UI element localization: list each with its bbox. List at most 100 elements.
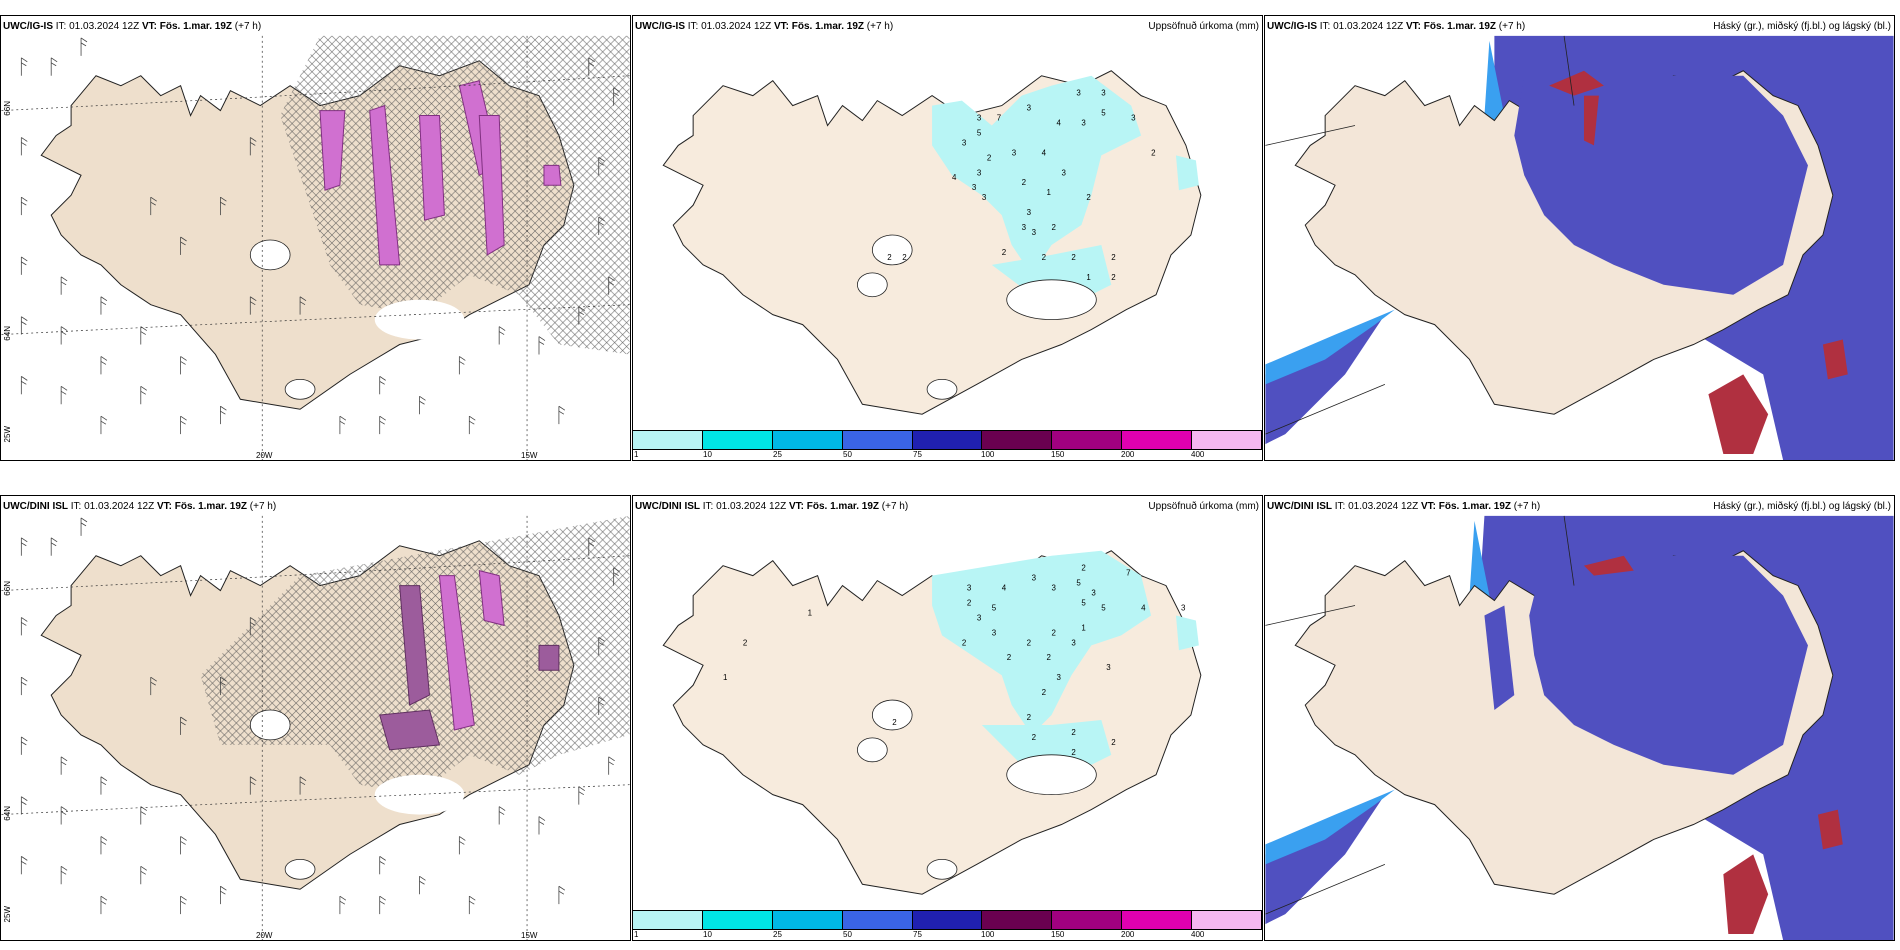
lon-label-25: 25W — [3, 906, 12, 923]
high-cloud-area — [1817, 809, 1843, 850]
svg-text:3: 3 — [1027, 104, 1032, 113]
svg-text:1: 1 — [723, 673, 728, 682]
cloud-title: Háský (gr.), miðský (fj.bl.) og lágský (… — [1713, 21, 1891, 32]
svg-text:2: 2 — [1071, 253, 1076, 262]
precip-area — [932, 75, 1142, 275]
svg-text:7: 7 — [997, 114, 1002, 123]
lat-label-64: 64N — [3, 326, 12, 341]
svg-text:5: 5 — [992, 603, 997, 612]
precip-panel-top: UWC/IG-IS IT: 01.03.2024 12Z VT: Fös. 1.… — [632, 15, 1263, 461]
svg-text:2: 2 — [887, 253, 892, 262]
svg-text:4: 4 — [952, 173, 957, 182]
high-cloud-area — [1822, 339, 1848, 380]
lat-label-66: 66N — [3, 581, 12, 596]
svg-text:2: 2 — [1052, 223, 1057, 232]
colorbar-labels: 1 10 25 50 75 100 150 200 400 — [634, 450, 1205, 459]
precip-map: 3 2 4 3 5 3 3 2 1 2 1 2 3 2 2 5 3 5 2 3 … — [662, 550, 1202, 895]
svg-text:2: 2 — [1047, 653, 1052, 662]
lon-label-20: 20W — [256, 931, 273, 940]
lon-label-25: 25W — [3, 426, 12, 443]
vv-streak — [478, 115, 505, 256]
mid-cloud-area — [1265, 794, 1385, 925]
wind-panel-top: UWC/IG-IS IT: 01.03.2024 12Z VT: Fös. 1.… — [0, 15, 631, 461]
svg-text:4: 4 — [1141, 603, 1146, 612]
svg-text:2: 2 — [1086, 193, 1091, 202]
low-cloud-edge — [1265, 789, 1395, 865]
svg-text:2: 2 — [1042, 688, 1047, 697]
panel-header: UWC/IG-IS IT: 01.03.2024 12Z VT: Fös. 1.… — [635, 21, 894, 32]
svg-text:3: 3 — [1061, 168, 1066, 177]
colorbar — [633, 910, 1262, 930]
svg-text:2: 2 — [1052, 628, 1057, 637]
svg-text:2: 2 — [892, 718, 897, 727]
svg-text:2: 2 — [902, 253, 907, 262]
svg-text:3: 3 — [977, 168, 982, 177]
vv-streak — [538, 644, 560, 671]
svg-text:2: 2 — [1081, 564, 1086, 573]
wind-panel-bottom: UWC/DINI ISL IT: 01.03.2024 12Z VT: Fös.… — [0, 495, 631, 941]
high-cloud-area — [1549, 70, 1604, 96]
cloud-map — [1265, 496, 1894, 940]
svg-text:1: 1 — [1081, 623, 1086, 632]
svg-text:3: 3 — [1131, 114, 1136, 123]
lat-label-64: 64N — [3, 806, 12, 821]
vv-streak — [379, 709, 441, 751]
cloud-panel-top: UWC/IG-IS IT: 01.03.2024 12Z VT: Fös. 1.… — [1264, 15, 1895, 461]
precip-title: Uppsöfnuð úrkoma (mm) — [1148, 21, 1259, 32]
svg-text:5: 5 — [1081, 599, 1086, 608]
svg-text:5: 5 — [1101, 109, 1106, 118]
colorbar-labels: 1 10 25 50 75 100 150 200 400 — [634, 930, 1205, 939]
svg-text:2: 2 — [1027, 638, 1032, 647]
svg-text:2: 2 — [1022, 178, 1027, 187]
svg-text:2: 2 — [1111, 738, 1116, 747]
svg-text:3: 3 — [1032, 574, 1037, 583]
panel-header: UWC/DINI ISL IT: 01.03.2024 12Z VT: Fös.… — [1267, 501, 1541, 512]
precip-panel-bottom: UWC/DINI ISL IT: 01.03.2024 12Z VT: Fös.… — [632, 495, 1263, 941]
precip-area — [1175, 155, 1199, 191]
precip-value-labels: 3 2 4 3 5 3 3 2 1 2 1 2 3 2 2 5 3 5 2 3 … — [723, 564, 1186, 757]
svg-text:3: 3 — [1091, 589, 1096, 598]
svg-text:7: 7 — [1126, 569, 1131, 578]
precip-value-labels: 3 5 7 3 4 3 3 2 3 4 3 5 3 3 3 2 3 4 3 3 … — [887, 89, 1156, 282]
hatched-area — [280, 35, 630, 355]
precip-area — [1175, 615, 1199, 651]
svg-text:3: 3 — [1101, 89, 1106, 98]
svg-text:2: 2 — [1032, 733, 1037, 742]
svg-text:3: 3 — [977, 114, 982, 123]
mid-cloud-over-land — [1529, 555, 1808, 775]
svg-text:3: 3 — [1022, 223, 1027, 232]
vv-streak — [369, 104, 401, 266]
high-cloud-area — [1583, 555, 1634, 576]
high-cloud-area — [1583, 95, 1599, 146]
svg-text:2: 2 — [1042, 253, 1047, 262]
cloud-panel-bottom: UWC/DINI ISL IT: 01.03.2024 12Z VT: Fös.… — [1264, 495, 1895, 941]
svg-text:3: 3 — [1106, 663, 1111, 672]
svg-text:2: 2 — [1027, 713, 1032, 722]
cloud-map — [1265, 16, 1894, 460]
svg-text:4: 4 — [1002, 584, 1007, 593]
svg-text:2: 2 — [1007, 653, 1012, 662]
mid-cloud-streak — [1484, 605, 1515, 711]
svg-text:3: 3 — [977, 613, 982, 622]
svg-text:3: 3 — [1081, 119, 1086, 128]
svg-text:2: 2 — [1151, 148, 1156, 157]
svg-text:2: 2 — [1071, 748, 1076, 757]
svg-text:3: 3 — [962, 138, 967, 147]
panel-header: UWC/DINI ISL IT: 01.03.2024 12Z VT: Fös.… — [3, 501, 277, 512]
svg-text:3: 3 — [1076, 89, 1081, 98]
vv-streak — [319, 110, 346, 191]
vv-streak — [399, 585, 431, 706]
svg-text:5: 5 — [1076, 579, 1081, 588]
svg-text:4: 4 — [1057, 119, 1062, 128]
svg-text:3: 3 — [982, 193, 987, 202]
lon-label-15: 15W — [521, 451, 538, 460]
svg-text:1: 1 — [808, 608, 813, 617]
svg-text:2: 2 — [1002, 248, 1007, 257]
panel-header: UWC/IG-IS IT: 01.03.2024 12Z VT: Fös. 1.… — [1267, 21, 1526, 32]
svg-text:2: 2 — [1071, 728, 1076, 737]
svg-text:2: 2 — [1111, 273, 1116, 282]
lon-label-20: 20W — [256, 451, 273, 460]
svg-text:1: 1 — [1086, 273, 1091, 282]
svg-text:2: 2 — [967, 599, 972, 608]
vv-streak — [478, 570, 505, 627]
